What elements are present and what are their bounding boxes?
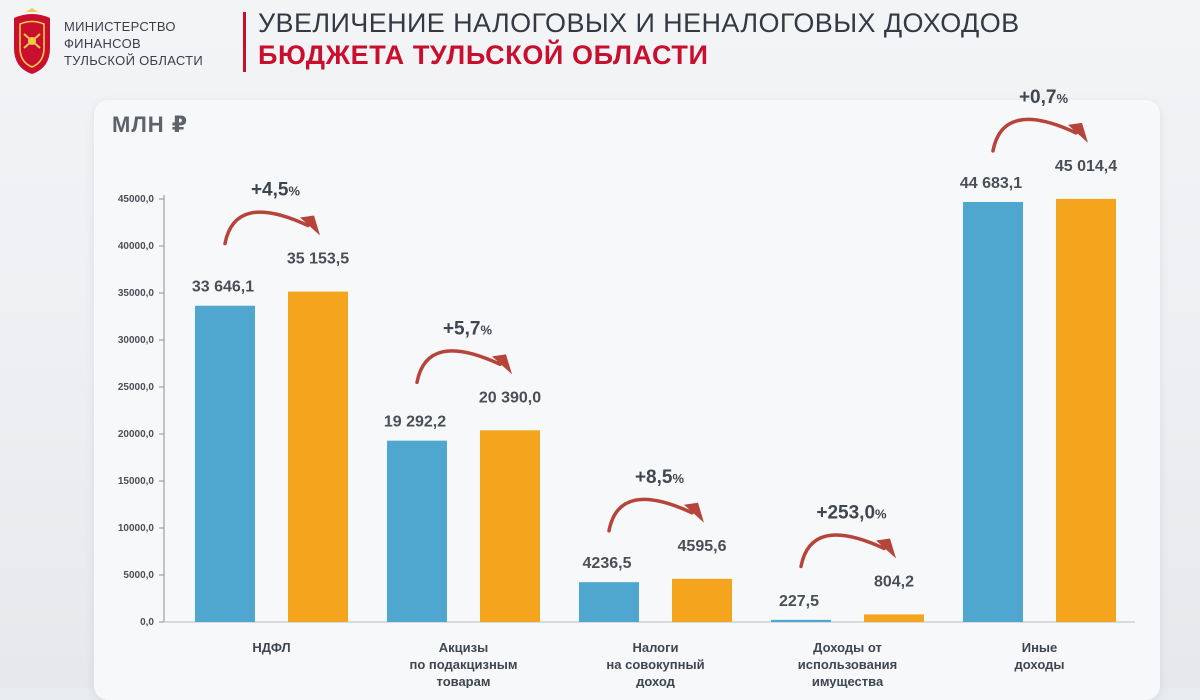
- category-label: Акцизы: [439, 640, 488, 655]
- growth-percent: %: [480, 322, 492, 337]
- growth-arrow: [415, 349, 502, 385]
- data-label-series1: 19 292,2: [384, 414, 446, 431]
- coat-of-arms-icon: [14, 8, 50, 74]
- y-tick-label: 30000,0: [118, 335, 155, 346]
- growth-arrow-head: [876, 538, 896, 559]
- y-tick-label: 0,0: [140, 617, 154, 628]
- growth-arrow: [991, 117, 1078, 153]
- data-label-series2: 45 014,4: [1055, 158, 1117, 175]
- header: МИНИСТЕРСТВО ФИНАНСОВ ТУЛЬСКОЙ ОБЛАСТИ У…: [0, 0, 1200, 88]
- category-label: использования: [798, 657, 898, 672]
- growth-arrow-head: [1068, 122, 1088, 143]
- bar-series1: [771, 619, 831, 622]
- growth-label: +5,7%: [443, 318, 493, 339]
- category-label: Доходы от: [813, 640, 882, 655]
- data-label-series1: 227,5: [779, 593, 819, 610]
- y-tick-label: 15000,0: [118, 476, 155, 487]
- category-label: Иные: [1022, 640, 1058, 655]
- y-tick-label: 20000,0: [118, 429, 155, 440]
- y-tick-label: 5000,0: [123, 570, 154, 581]
- bar-series2: [1056, 198, 1116, 623]
- growth-percent: %: [672, 471, 684, 486]
- category-label: доходы: [1015, 657, 1065, 672]
- growth-arrow-head: [684, 502, 704, 523]
- growth-percent: %: [875, 506, 887, 521]
- data-label-series2: 20 390,0: [479, 389, 541, 406]
- growth-label: +8,5%: [635, 467, 685, 488]
- unit-label: МЛН ₽: [112, 112, 189, 137]
- data-label-series1: 44 683,1: [960, 175, 1022, 192]
- y-tick-label: 40000,0: [118, 241, 155, 252]
- category-label: по подакцизным: [409, 657, 517, 672]
- growth-value: +8,5: [635, 467, 673, 488]
- y-tick-label: 25000,0: [118, 382, 155, 393]
- data-label-series1: 4236,5: [583, 555, 632, 572]
- growth-label: +4,5%: [251, 180, 301, 201]
- growth-value: +5,7: [443, 318, 481, 339]
- page-title: УВЕЛИЧЕНИЕ НАЛОГОВЫХ И НЕНАЛОГОВЫХ ДОХОД…: [258, 8, 1020, 38]
- y-tick-label: 45000,0: [118, 194, 155, 205]
- growth-value: +0,7: [1019, 87, 1057, 108]
- category-label: НДФЛ: [252, 640, 290, 655]
- growth-arrow-head: [492, 354, 512, 375]
- data-label-series2: 804,2: [874, 573, 914, 590]
- category-label: доход: [636, 674, 676, 688]
- bar-series2: [480, 430, 540, 622]
- bar-series2: [288, 291, 348, 622]
- data-label-series2: 35 153,5: [287, 251, 349, 268]
- bar-series2: [864, 614, 924, 622]
- y-tick-label: 35000,0: [118, 288, 155, 299]
- growth-label: +0,7%: [1019, 87, 1069, 108]
- ministry-name: МИНИСТЕРСТВО ФИНАНСОВ ТУЛЬСКОЙ ОБЛАСТИ: [64, 18, 234, 69]
- growth-value: +253,0: [816, 502, 875, 523]
- category-label: имущества: [812, 674, 884, 688]
- growth-percent: %: [288, 184, 300, 199]
- bar-series2: [672, 578, 732, 622]
- growth-arrow: [799, 533, 886, 569]
- growth-arrow: [607, 497, 694, 533]
- bar-series1: [963, 201, 1023, 622]
- y-tick-label: 10000,0: [118, 523, 155, 534]
- ministry-line: МИНИСТЕРСТВО: [64, 19, 176, 34]
- ministry-line: ТУЛЬСКОЙ ОБЛАСТИ: [64, 53, 204, 68]
- growth-value: +4,5: [251, 180, 289, 201]
- ministry-line: ФИНАНСОВ: [64, 36, 141, 51]
- growth-percent: %: [1056, 91, 1068, 106]
- header-divider: [243, 12, 246, 72]
- bar-series1: [387, 440, 447, 622]
- bar-series1: [579, 582, 639, 622]
- category-label: на совокупный: [606, 657, 704, 672]
- data-label-series2: 4595,6: [678, 538, 727, 555]
- growth-label: +253,0%: [816, 502, 887, 523]
- bar-series1: [195, 305, 255, 622]
- category-label: Налоги: [632, 640, 678, 655]
- growth-arrow-head: [300, 215, 320, 236]
- growth-arrow: [223, 210, 310, 246]
- data-label-series1: 33 646,1: [192, 279, 254, 296]
- page-subtitle: БЮДЖЕТА ТУЛЬСКОЙ ОБЛАСТИ: [258, 40, 709, 70]
- category-label: товарам: [437, 674, 491, 688]
